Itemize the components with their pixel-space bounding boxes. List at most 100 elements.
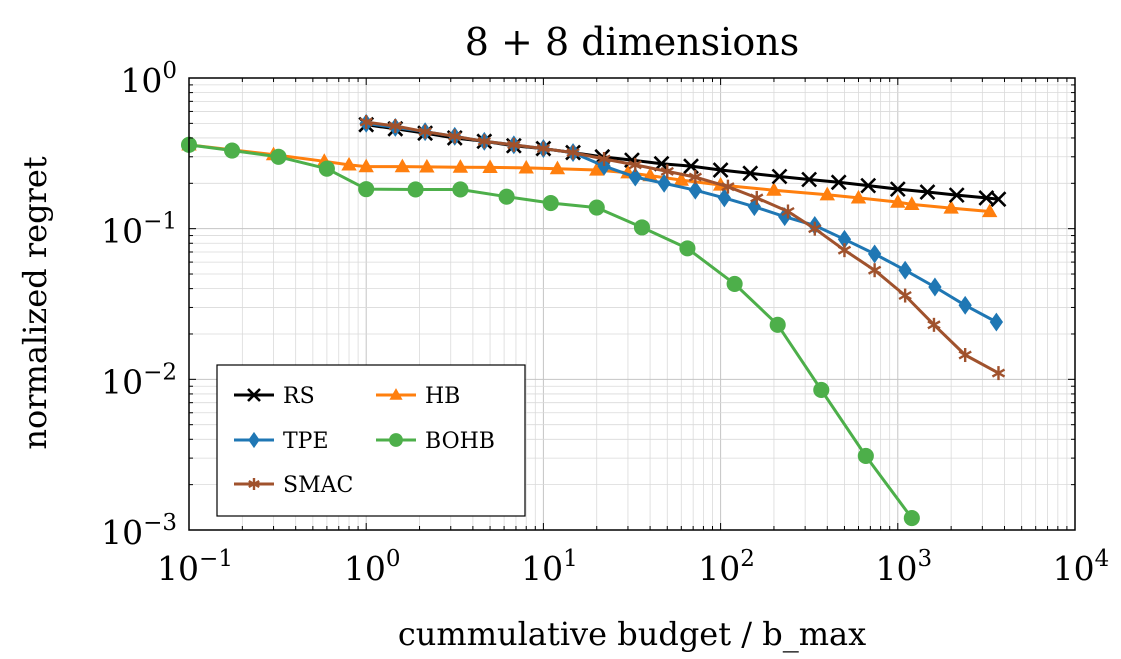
data-point-hb [419,158,435,173]
axis-ticks: 10−1 100 101 102 103 104 100 10−1 10−2 10−3 [101,58,1109,588]
legend-item-rs: RS [234,384,315,409]
marker-stroke [919,184,936,200]
data-point-smac [808,221,822,236]
plot-frame [188,77,1076,531]
data-point-hb [549,160,566,175]
data-point-smac [248,478,260,490]
data-point-hb [452,159,469,173]
legend-item-bohb: BOHB [376,429,495,454]
data-point-hb [389,388,403,400]
data-point-bohb [857,447,874,465]
data-point-smac [837,243,852,258]
x-tick-label: 102 [698,546,755,588]
data-point-rs [889,181,906,198]
marker-stroke [742,165,759,182]
data-point-tpe [657,173,671,193]
marker-stroke [721,182,735,192]
x-tick-label: 104 [1053,546,1110,588]
marker-stroke [248,479,260,489]
data-point-bohb [358,181,375,198]
legend: RS HB TPE SMAC BOHB [216,364,526,517]
marker-stroke [948,187,965,204]
data-point-smac [750,190,764,205]
data-point-tpe [958,295,972,315]
data-point-bohb [407,181,424,198]
data-point-hb [642,167,658,182]
marker-stroke [507,140,521,150]
data-point-hb [518,159,534,174]
marker-stroke [566,148,580,158]
data-point-bohb [270,148,287,165]
data-point-hb [358,158,374,173]
data-point-bohb [633,219,651,236]
marker-stroke [448,131,462,141]
y-tick-label: 10−2 [101,359,177,401]
data-point-bohb [542,194,559,212]
marker-stroke [860,177,877,194]
series-line-smac [366,120,1000,375]
data-point-smac [566,145,580,160]
data-point-smac [418,124,432,139]
x-tick-label: 100 [344,546,401,588]
marker-stroke [958,350,972,360]
data-point-smac [597,151,611,166]
data-point-bohb [318,160,335,177]
marker-stroke [927,320,941,330]
y-tick-label: 10−3 [101,510,177,552]
marker-stroke [830,174,847,191]
data-point-smac [660,164,674,179]
marker-stroke [991,368,1006,378]
data-point-hb [890,194,906,208]
series-smac [359,115,1006,381]
marker-stroke [660,166,674,176]
marker-stroke [597,154,611,164]
data-point-tpe [867,244,882,264]
data-point-rs [247,388,261,402]
data-point-smac [688,170,702,185]
marker-stroke [628,160,642,170]
legend-item-tpe: TPE [234,429,329,454]
data-point-rs [860,177,877,194]
data-point-bohb [813,381,830,399]
data-point-smac [536,141,551,156]
data-point-smac [448,129,462,144]
data-point-rs [801,171,818,188]
data-point-smac [388,119,402,134]
data-point-hb [904,196,920,210]
x-tick-label: 103 [875,546,932,588]
data-point-smac [477,134,491,149]
data-point-smac [991,366,1006,381]
data-point-smac [507,137,521,152]
legend-item-hb: HB [376,384,460,409]
data-point-rs [742,165,759,182]
marker-stroke [837,245,852,255]
marker-stroke [359,117,373,127]
marker-stroke [990,191,1007,208]
data-point-bohb [769,316,786,333]
data-point-tpe [628,167,642,187]
marker-stroke [771,168,788,185]
data-point-bohb [903,510,920,527]
legend-label: HB [425,384,460,409]
y-tick-label: 100 [120,58,177,100]
data-point-hb [819,186,835,201]
marker-stroke [247,388,261,402]
data-point-smac [958,348,972,363]
data-point-hb [394,158,411,173]
legend-label: TPE [283,429,329,454]
marker-stroke [388,121,402,131]
marker-stroke [750,193,764,203]
data-point-bohb [498,188,515,205]
marker-stroke [683,158,699,175]
x-axis-label: cummulative budget / b_max [398,615,866,653]
data-point-rs [830,174,847,191]
data-point-smac [781,204,795,219]
x-tick-label: 10−1 [157,546,233,588]
data-point-bohb [224,142,241,159]
data-point-tpe [928,277,942,297]
legend-item-smac: SMAC [234,473,353,498]
marker-stroke [536,144,551,154]
data-point-smac [628,157,642,172]
data-point-tpe [248,431,260,449]
